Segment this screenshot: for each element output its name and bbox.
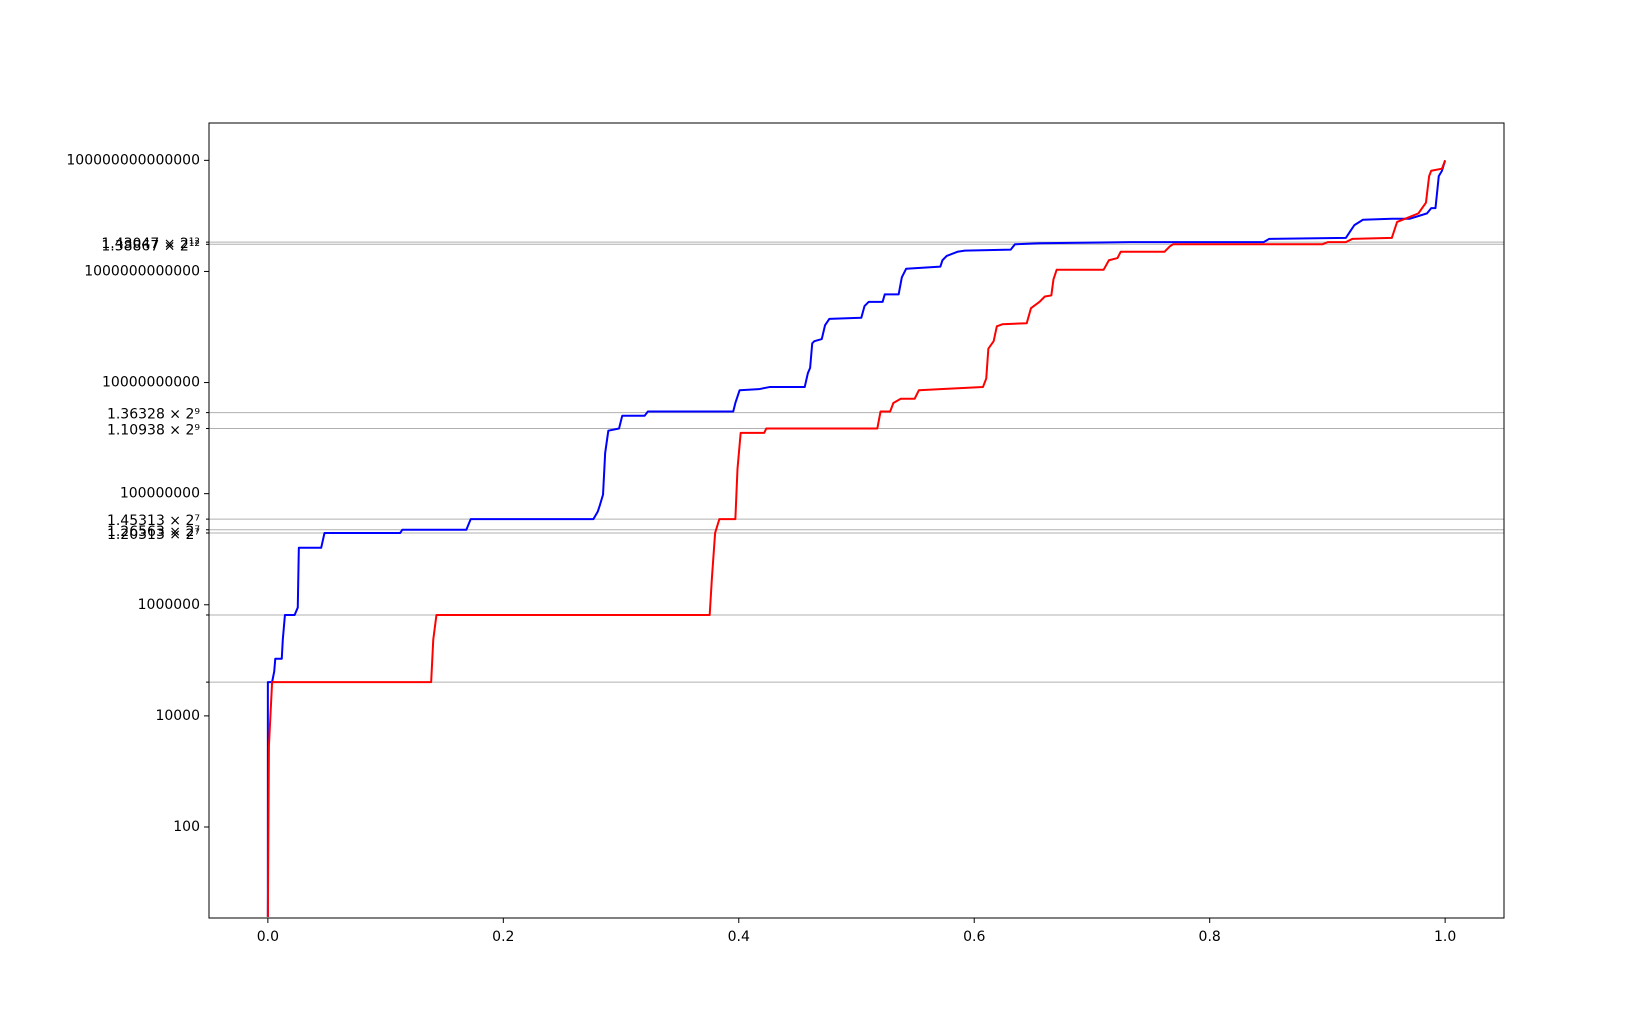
y-tick-label: 1000000000000 — [84, 263, 200, 279]
y-tick-label: 10000 — [155, 708, 200, 724]
plot-area — [266, 159, 1447, 917]
y-minor-tick-label: 1.20313 × 2⁷ — [107, 527, 200, 543]
y-minor-tick-label: 1.36328 × 2⁹ — [107, 407, 200, 423]
x-tick-label: 0.8 — [1199, 929, 1221, 945]
y-tick-label: 100000000 — [120, 486, 200, 502]
axes-frame — [208, 122, 1505, 919]
y-minor-tick-label: 1.38867 × 2¹² — [101, 238, 200, 254]
x-tick-label: 0.6 — [963, 929, 985, 945]
y-minor-tick-label: 1.45313 × 2⁷ — [107, 513, 200, 529]
y-tick-label: 10000000000 — [102, 375, 200, 391]
series-line — [266, 160, 1447, 917]
x-tick-label: 0.0 — [257, 929, 279, 945]
series-line — [266, 159, 1447, 917]
y-tick-label: 1000000 — [138, 597, 200, 613]
grid — [209, 241, 1504, 683]
ticks: 0.0 0.2 0.4 0.6 0.8 1.0 100 10000 1000000 1000000… — [66, 152, 1456, 945]
x-tick-label: 1.0 — [1434, 929, 1456, 945]
y-tick-label: 100 — [173, 819, 200, 835]
y-minor-tick-label: 1.26563 × 2⁷ — [107, 524, 200, 540]
y-minor-tick-label: 1.10938 × 2⁹ — [107, 422, 200, 438]
x-tick-label: 0.2 — [492, 929, 514, 945]
x-tick-label: 0.4 — [728, 929, 750, 945]
y-tick-label: 100000000000000 — [66, 152, 200, 168]
y-minor-tick-label: 1.43047 × 2¹² — [101, 236, 200, 252]
